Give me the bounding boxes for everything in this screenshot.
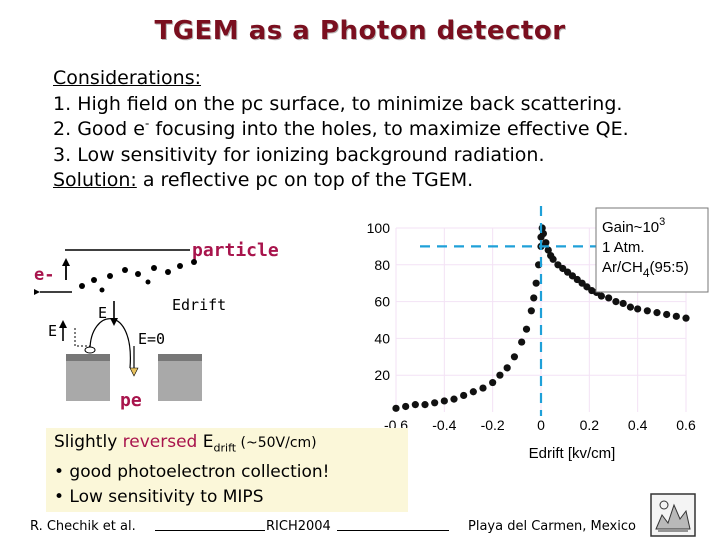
e-zero-label: E=0 [138, 330, 165, 348]
solution-text: a reflective pc on top of the TGEM. [136, 169, 474, 191]
y-tick-label: 20 [374, 367, 390, 383]
data-point [440, 397, 448, 405]
electrode-top-right [158, 354, 202, 361]
footer-author: R. Chechik et al. [30, 519, 136, 534]
y-tick-label: 60 [374, 294, 390, 310]
photoelectron-origin [84, 346, 96, 354]
electrode-top-left [66, 354, 110, 361]
field-label-e: E [98, 304, 107, 322]
y-tick-labels: 20 40 60 80 100 [367, 220, 391, 383]
legend-gas: Ar/CH4(95:5) [602, 259, 689, 280]
summary-line-1: Slightly reversed Edrift (~50V/cm) [54, 432, 317, 455]
data-point [469, 388, 477, 396]
solution-line: Solution: a reflective pc on top of the … [53, 168, 693, 194]
data-point [626, 303, 635, 311]
legend-box [595, 207, 709, 293]
arrow-left-icon [34, 289, 40, 295]
solution-label: Solution: [53, 169, 137, 191]
data-point [431, 399, 439, 407]
pe-label: pe [120, 390, 142, 411]
electron-label: e- [34, 265, 54, 285]
slide-title: TGEM as a Photon detector [154, 16, 566, 46]
x-axis-label: Edrift [kv/cm] [529, 445, 616, 462]
consideration-item-1: 1. High field on the pc surface, to mini… [53, 92, 623, 115]
data-point [605, 294, 613, 302]
data-point [510, 353, 519, 361]
edrift-label: Edrift [172, 296, 226, 314]
tgem-schematic: particle e- E Edrift E E=0 pe [34, 240, 279, 411]
data-point [522, 325, 531, 333]
x-tick-label: 0 [537, 417, 545, 433]
footer-rule-1 [155, 519, 265, 531]
pe-arrow-icon [129, 367, 139, 377]
data-point [411, 401, 419, 409]
legend-gain: Gain~103 [602, 216, 665, 236]
data-point [663, 310, 671, 319]
field-line-curve [89, 318, 131, 369]
data-point [542, 239, 550, 247]
data-point [450, 395, 458, 403]
data-point [530, 294, 538, 302]
ionization-track [79, 259, 197, 293]
data-point [489, 378, 497, 387]
data-point [518, 338, 526, 346]
considerations-block: Considerations: 1. High field on the pc … [53, 66, 693, 194]
data-point [612, 298, 620, 306]
y-tick-label: 80 [374, 257, 390, 273]
footer-conference: RICH2004 [266, 519, 331, 534]
data-point [532, 279, 540, 287]
legend-pressure: 1 Atm. [602, 239, 645, 256]
y-tick-label: 100 [367, 220, 391, 236]
summary-box: Slightly reversed Edrift (~50V/cm) • goo… [46, 428, 408, 512]
data-point [402, 402, 410, 411]
guide-lines [420, 206, 684, 416]
data-point [653, 309, 661, 317]
data-point [503, 364, 511, 372]
x-tick-label: 0.6 [676, 417, 696, 433]
footer-rule-2 [337, 519, 449, 531]
arrow-up-small-icon [59, 320, 67, 328]
data-point [643, 307, 651, 315]
data-point [479, 384, 487, 392]
considerations-heading: Considerations: [53, 67, 202, 89]
particle-label: particle [192, 240, 279, 261]
plot-legend: Gain~103 1 Atm. Ar/CH4(95:5) [595, 207, 709, 293]
footer-location: Playa del Carmen, Mexico [468, 519, 636, 534]
consideration-item-2: 2. Good e- focusing into the holes, to m… [53, 116, 629, 140]
field-line-left [74, 328, 90, 347]
data-point [392, 404, 400, 412]
institution-logo [650, 493, 696, 537]
arrow-up-icon [62, 258, 70, 266]
tgem-substrate-right [158, 361, 202, 401]
data-point [549, 255, 557, 263]
consideration-item-3: 3. Low sensitivity for ionizing backgrou… [53, 143, 545, 166]
tgem-substrate-left [66, 361, 110, 401]
x-tick-label: -0.2 [481, 417, 505, 433]
data-point [672, 312, 680, 320]
data-point [421, 401, 429, 409]
x-tick-labels: -0.6 -0.4 -0.2 0 0.2 0.4 0.6 [384, 417, 696, 433]
x-tick-label: 0.4 [628, 417, 648, 433]
summary-bullet-mips: • Low sensitivity to MIPS [54, 487, 264, 508]
data-point [460, 391, 468, 400]
data-point [597, 292, 606, 300]
x-tick-label: -0.4 [432, 417, 456, 433]
data-point [634, 305, 642, 313]
data-point [682, 314, 690, 322]
data-point [544, 246, 552, 254]
summary-bullet-collection: • good photoelectron collection! [54, 462, 330, 483]
data-point [496, 371, 504, 379]
y-tick-label: 40 [374, 330, 390, 346]
x-tick-label: 0.2 [580, 417, 600, 433]
field-label-e-left: E [48, 322, 57, 340]
data-point [527, 307, 535, 315]
data-point [619, 299, 627, 308]
